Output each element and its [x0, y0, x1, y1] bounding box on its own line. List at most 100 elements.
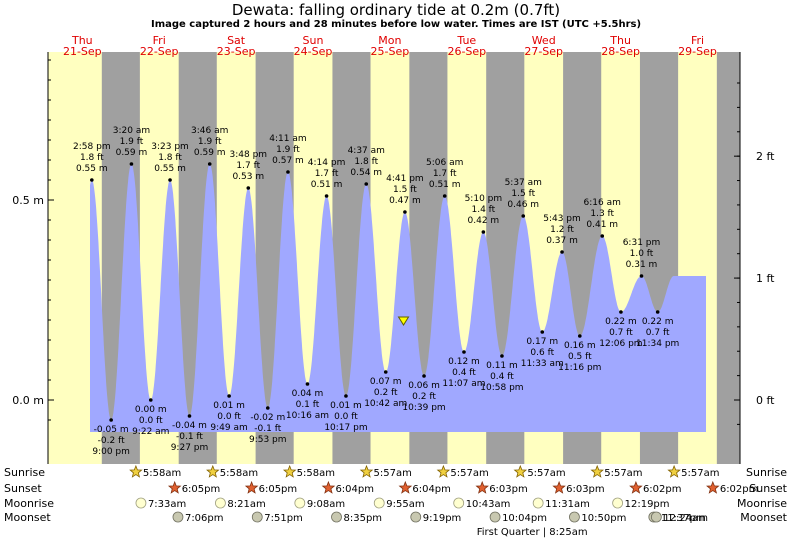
extreme-point [403, 210, 407, 214]
high-ft-label: 1.7 ft [433, 169, 457, 179]
chart-subtitle: Image captured 2 hours and 28 minutes be… [151, 19, 641, 30]
extreme-point [109, 418, 113, 422]
high-m-label: 0.31 m [626, 260, 658, 270]
extreme-point [442, 194, 447, 198]
extreme-point [578, 334, 582, 338]
moonset-icon [172, 511, 184, 523]
low-ft-label: 0.0 ft [334, 412, 358, 422]
low-m-label: 0.07 m [370, 377, 402, 387]
low-ft-label: 0.4 ft [490, 372, 514, 382]
low-ft-label: 0.6 ft [530, 348, 554, 358]
right-axis-tick-label: 1 ft [756, 272, 775, 285]
high-m-label: 0.55 m [154, 164, 186, 174]
extreme-point [383, 370, 388, 374]
extreme-point [246, 186, 251, 190]
low-ft-label: 0.0 ft [139, 416, 163, 426]
low-time-label: 10:17 pm [324, 423, 367, 433]
right-axis-tick-label: 2 ft [756, 150, 775, 163]
high-m-label: 0.47 m [389, 196, 421, 206]
low-ft-label: 0.4 ft [452, 368, 476, 378]
extreme-point [305, 382, 310, 386]
low-ft-label: 0.7 ft [609, 328, 633, 338]
low-time-label: 9:00 pm [92, 447, 130, 457]
tide-curve [90, 164, 706, 432]
astro-time-label: 12:19pm [625, 499, 670, 510]
day-headers: Thu21-SepFri22-SepSat23-SepSun24-SepMon2… [63, 34, 717, 58]
low-m-label: 0.01 m [330, 401, 362, 411]
astro-time-label: 5:58am [297, 468, 335, 479]
extreme-point [655, 310, 660, 314]
astro-time-label: 6:02pm [720, 484, 759, 495]
extreme-point [207, 162, 212, 166]
low-ft-label: -0.2 ft [98, 436, 125, 446]
extreme-point [148, 398, 153, 402]
low-time-label: 10:58 pm [480, 383, 523, 393]
high-time-label: 4:11 am [269, 134, 306, 144]
high-time-label: 4:41 pm [386, 174, 424, 184]
extreme-point [600, 234, 605, 238]
low-time-label: 10:39 pm [402, 403, 445, 413]
astro-time-label: 11:31am [545, 499, 590, 510]
high-m-label: 0.51 m [311, 180, 343, 190]
astro-time-label: 5:57am [681, 468, 719, 479]
astro-time-label: 5:57am [450, 468, 488, 479]
sunrise-icon [129, 464, 143, 478]
astro-time-label: 6:03pm [566, 484, 605, 495]
sunset-icon [167, 480, 182, 494]
astro-time-label: 8:35pm [344, 513, 383, 524]
high-m-label: 0.57 m [272, 156, 304, 166]
astro-row-label-right: Sunrise [746, 466, 787, 479]
high-time-label: 4:37 am [348, 146, 385, 156]
extreme-point [462, 350, 466, 354]
high-m-label: 0.55 m [76, 164, 108, 174]
astro-table: Sunrise Sunrise Sunset Sunset Moonrise Moonri… [4, 464, 788, 538]
day-name-label: Mon [378, 34, 401, 47]
low-time-label: 10:42 am [364, 399, 407, 409]
low-m-label: 0.04 m [292, 389, 324, 399]
low-ft-label: 0.2 ft [374, 388, 398, 398]
extreme-point [422, 374, 426, 378]
astro-time-label: 5:58am [220, 468, 258, 479]
low-ft-label: -0.1 ft [254, 424, 281, 434]
sunrise-icon [590, 464, 604, 478]
low-m-label: 0.06 m [408, 381, 440, 391]
extreme-point [521, 214, 526, 218]
astro-row-label-left: Sunset [4, 482, 42, 495]
astro-time-label: 5:58am [143, 468, 181, 479]
sunset-icon [552, 480, 566, 494]
moonset-icon [331, 511, 342, 523]
high-m-label: 0.53 m [232, 172, 264, 182]
high-ft-label: 1.9 ft [198, 137, 222, 147]
extreme-point [344, 394, 348, 398]
high-ft-label: 1.9 ft [120, 137, 144, 147]
high-m-label: 0.37 m [546, 236, 578, 246]
low-ft-label: 0.1 ft [296, 400, 320, 410]
sunset-icon [321, 480, 336, 494]
astro-time-label: 10:50pm [581, 513, 626, 524]
low-m-label: 0.16 m [564, 341, 596, 351]
extreme-point [500, 354, 504, 358]
moonset-icon [569, 511, 580, 523]
low-m-label: -0.04 m [172, 421, 207, 431]
astro-time-label: 6:05pm [259, 484, 298, 495]
day-name-label: Sat [227, 34, 246, 47]
current-level-marker [397, 316, 410, 326]
day-name-label: Sun [303, 34, 324, 47]
astro-time-label: 6:03pm [489, 484, 528, 495]
sunrise-icon [513, 464, 528, 478]
extreme-point [286, 170, 290, 174]
extreme-point [90, 178, 94, 182]
sunset-icon [475, 480, 489, 494]
low-m-label: -0.02 m [250, 413, 285, 423]
astro-time-label: 9:19pm [423, 513, 462, 524]
sunrise-icon [436, 464, 451, 478]
astro-row-label-right: Moonset [740, 511, 787, 524]
day-date-label: 24-Sep [294, 45, 333, 58]
sunset-icon [706, 480, 720, 494]
astro-time-label: 6:02pm [643, 484, 682, 495]
extreme-point [168, 178, 172, 182]
moonrise-icon [215, 497, 226, 509]
astro-time-label: 9:55am [386, 499, 424, 510]
high-time-label: 5:37 am [505, 178, 542, 188]
